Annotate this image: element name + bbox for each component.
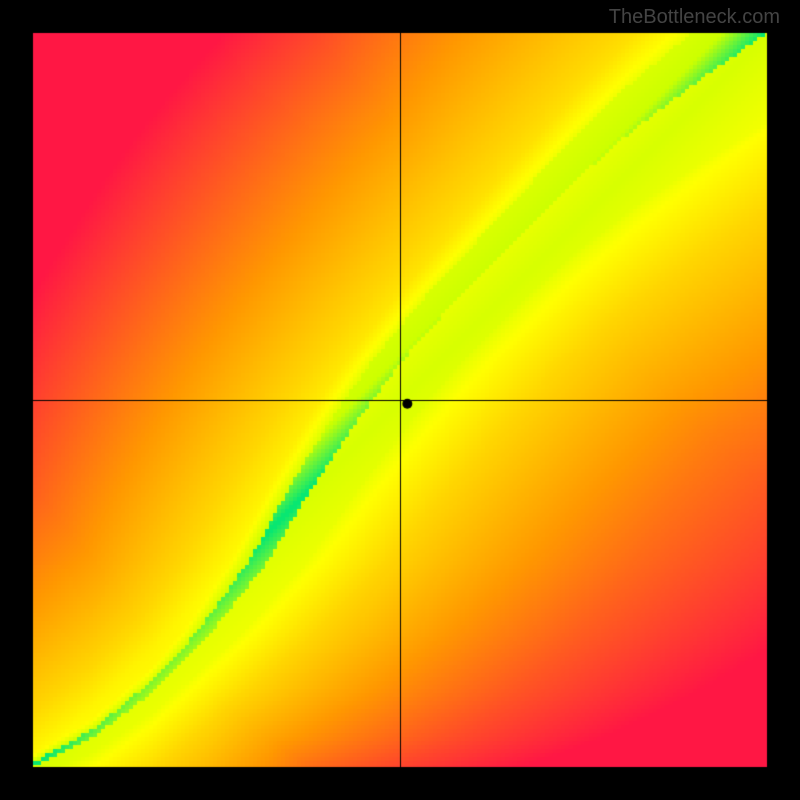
watermark-text: TheBottleneck.com	[609, 6, 780, 29]
chart-container: TheBottleneck.com	[0, 0, 800, 800]
bottleneck-heatmap	[0, 0, 800, 800]
